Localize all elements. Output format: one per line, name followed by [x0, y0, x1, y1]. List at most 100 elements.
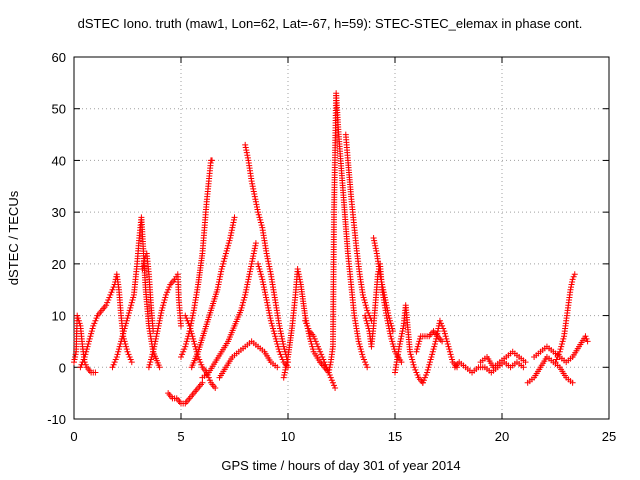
data-point: [192, 343, 199, 350]
data-point: [265, 258, 272, 265]
data-point: [222, 250, 229, 257]
data-point: [265, 260, 272, 267]
data-point: [188, 330, 195, 337]
data-point: [440, 325, 447, 332]
data-point: [247, 266, 254, 273]
data-point: [122, 322, 129, 329]
data-point: [123, 346, 130, 353]
data-point: [383, 304, 390, 311]
y-tick-label: 20: [52, 257, 66, 272]
data-point: [240, 299, 247, 306]
data-point: [316, 346, 323, 353]
data-point: [248, 263, 255, 270]
data-point: [123, 343, 130, 350]
data-point: [378, 278, 385, 285]
data-point: [263, 250, 270, 257]
data-point: [296, 273, 303, 280]
data-point: [189, 315, 196, 322]
data-point: [355, 338, 362, 345]
data-point: [184, 335, 191, 342]
data-point: [309, 346, 316, 353]
series-15: [302, 317, 339, 391]
data-point: [108, 289, 115, 296]
data-point: [256, 214, 263, 221]
data-point: [85, 338, 92, 345]
data-point: [89, 325, 96, 332]
data-point: [552, 359, 559, 366]
data-point: [277, 351, 284, 358]
data-point: [409, 356, 416, 363]
data-point: [407, 351, 414, 358]
data-point: [568, 281, 575, 288]
data-point: [385, 309, 392, 316]
y-tick-label: 0: [59, 360, 66, 375]
x-tick-label: 20: [495, 429, 509, 444]
data-point: [229, 224, 236, 231]
data-point: [281, 372, 288, 379]
data-point: [262, 291, 269, 298]
data-point: [197, 359, 204, 366]
data-point: [389, 328, 396, 335]
data-point: [332, 384, 339, 391]
data-point: [447, 351, 454, 358]
data-point: [152, 338, 159, 345]
series-3: [109, 214, 163, 371]
data-point: [243, 286, 250, 293]
data-point: [92, 369, 99, 376]
data-point: [444, 341, 451, 348]
data-point: [106, 294, 113, 301]
data-point: [571, 271, 578, 278]
data-point: [406, 348, 413, 355]
series-11: [216, 338, 281, 381]
data-point: [248, 260, 255, 267]
data-point: [256, 266, 263, 273]
data-point: [123, 317, 130, 324]
data-point: [165, 286, 172, 293]
data-point: [268, 320, 275, 327]
data-point: [398, 330, 405, 337]
data-point: [425, 364, 432, 371]
data-point: [75, 315, 82, 322]
data-point: [276, 322, 283, 329]
data-point: [218, 268, 225, 275]
data-point: [362, 315, 369, 322]
data-point: [257, 271, 264, 278]
data-point: [297, 278, 304, 285]
data-point: [424, 369, 431, 376]
data-point: [259, 278, 266, 285]
data-point: [189, 312, 196, 319]
data-point: [154, 328, 161, 335]
data-point: [326, 372, 333, 379]
data-point: [214, 286, 221, 293]
series-16: [317, 90, 371, 376]
data-point: [158, 309, 165, 316]
data-point: [424, 366, 431, 373]
data-point: [275, 346, 282, 353]
data-point: [257, 219, 264, 226]
data-point: [441, 330, 448, 337]
data-point: [124, 348, 131, 355]
data-point: [280, 341, 287, 348]
data-point: [294, 266, 301, 273]
data-point: [446, 346, 453, 353]
data-point: [249, 180, 256, 187]
y-tick-label: 10: [52, 309, 66, 324]
data-point: [71, 356, 78, 363]
data-point: [109, 286, 116, 293]
data-point: [156, 364, 163, 371]
data-point: [281, 369, 288, 376]
data-point: [277, 328, 284, 335]
data-point: [426, 359, 433, 366]
data-point: [126, 307, 133, 314]
data-point: [436, 317, 443, 324]
data-point: [555, 351, 562, 358]
data-point: [303, 320, 310, 327]
data-point: [190, 309, 197, 316]
data-point: [252, 240, 259, 247]
grid-lines: [74, 57, 609, 419]
data-point: [302, 317, 309, 324]
data-point: [145, 364, 152, 371]
data-point: [214, 284, 221, 291]
data-point: [212, 384, 219, 391]
data-point: [308, 341, 315, 348]
